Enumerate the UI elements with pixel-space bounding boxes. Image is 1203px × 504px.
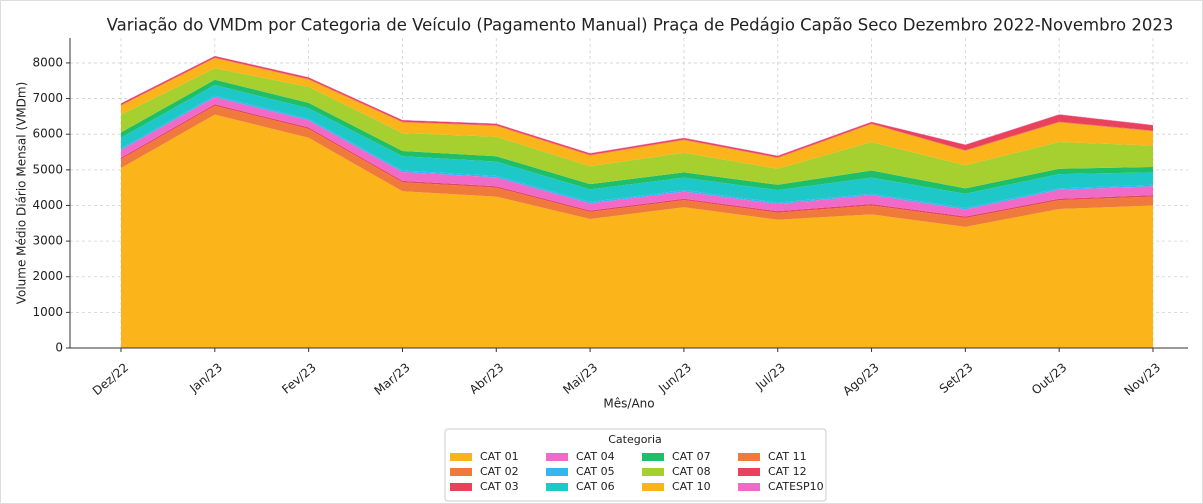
legend-swatch <box>450 453 472 461</box>
x-axis-label: Mês/Ano <box>603 397 654 411</box>
area <box>121 85 1153 208</box>
y-axis-label: Volume Médio Diário Mensal (VMDm) <box>15 82 29 305</box>
legend-swatch <box>546 483 568 491</box>
legend-label: CAT 03 <box>480 480 519 493</box>
legend-label: CAT 08 <box>672 465 711 478</box>
legend-label: CAT 01 <box>480 450 519 463</box>
legend-label: CATESP10 <box>768 480 824 493</box>
legend-swatch <box>450 483 472 491</box>
y-tick-label: 1000 <box>32 305 63 319</box>
y-tick-label: 7000 <box>32 91 63 105</box>
legend-label: CAT 05 <box>576 465 615 478</box>
legend-swatch <box>642 453 664 461</box>
legend-swatch <box>450 468 472 476</box>
y-tick-label: 8000 <box>32 55 63 69</box>
legend-swatch <box>642 468 664 476</box>
legend-swatch <box>546 468 568 476</box>
area <box>121 68 1153 189</box>
legend-label: CAT 02 <box>480 465 519 478</box>
legend-label: CAT 06 <box>576 480 615 493</box>
legend-swatch <box>738 468 760 476</box>
y-tick-label: 4000 <box>32 198 63 212</box>
legend-label: CAT 04 <box>576 450 615 463</box>
chart-title: Variação do VMDm por Categoria de Veícul… <box>107 16 1174 35</box>
legend-label: CAT 10 <box>672 480 711 493</box>
legend-swatch <box>642 483 664 491</box>
legend-swatch <box>738 453 760 461</box>
legend-label: CAT 07 <box>672 450 711 463</box>
area <box>121 58 1153 169</box>
area <box>121 114 1153 348</box>
y-tick-label: 5000 <box>32 162 63 176</box>
y-tick-label: 6000 <box>32 127 63 141</box>
legend-box <box>444 428 827 502</box>
y-tick-label: 3000 <box>32 234 63 248</box>
legend-swatch <box>738 483 760 491</box>
legend-swatch <box>546 453 568 461</box>
legend-label: CAT 12 <box>768 465 807 478</box>
legend-label: CAT 11 <box>768 450 807 463</box>
y-tick-label: 0 <box>55 341 63 355</box>
y-tick-label: 2000 <box>32 269 63 283</box>
legend-title: Categoria <box>608 433 662 446</box>
